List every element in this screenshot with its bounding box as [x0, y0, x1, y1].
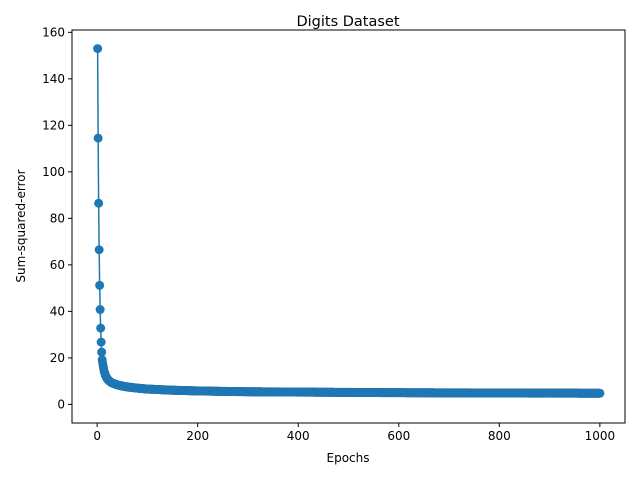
data-point — [94, 198, 104, 208]
x-tick-label: 800 — [488, 429, 511, 443]
data-point — [93, 44, 103, 54]
y-tick-label: 160 — [42, 25, 65, 39]
y-tick-label: 60 — [50, 258, 65, 272]
data-point — [97, 347, 107, 357]
y-tick-label: 0 — [57, 397, 65, 411]
x-axis: 0 200 400 600 800 1000 — [93, 423, 615, 443]
plot-area — [93, 44, 605, 398]
data-point — [95, 305, 105, 315]
x-tick-label: 400 — [287, 429, 310, 443]
data-point — [595, 388, 605, 398]
y-axis-label: Sum-squared-error — [14, 169, 28, 282]
y-tick-label: 140 — [42, 72, 65, 86]
x-tick-label: 200 — [186, 429, 209, 443]
y-tick-label: 40 — [50, 304, 65, 318]
x-tick-label: 600 — [387, 429, 410, 443]
data-point — [95, 280, 105, 290]
y-axis: 0 20 40 60 80 100 120 140 160 — [42, 25, 72, 411]
data-point — [94, 245, 104, 255]
y-tick-label: 120 — [42, 118, 65, 132]
data-point — [96, 323, 106, 333]
x-tick-label: 1000 — [585, 429, 616, 443]
data-point — [93, 133, 103, 143]
x-tick-label: 0 — [93, 429, 101, 443]
data-point — [96, 337, 106, 347]
y-tick-label: 80 — [50, 211, 65, 225]
y-tick-label: 20 — [50, 351, 65, 365]
axes-frame — [71, 29, 626, 424]
y-tick-label: 100 — [42, 165, 65, 179]
x-axis-label: Epochs — [327, 451, 370, 465]
chart-title: Digits Dataset — [296, 14, 399, 30]
